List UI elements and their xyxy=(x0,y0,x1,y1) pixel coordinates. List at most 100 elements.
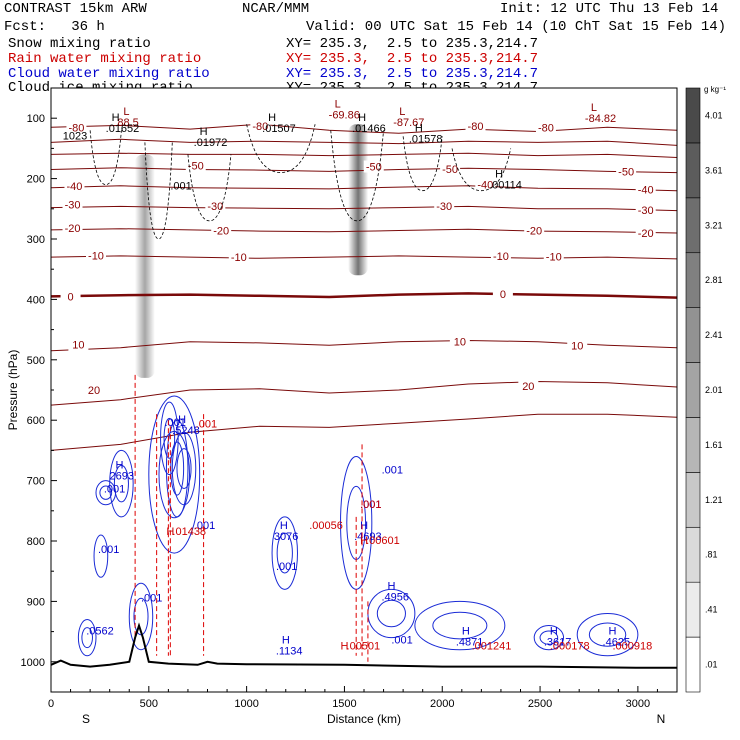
x-tick-label: 2500 xyxy=(528,698,552,710)
isotherm-label: -20 xyxy=(213,226,229,238)
colorbar-swatch xyxy=(685,362,701,418)
isotherm-label-bg xyxy=(250,120,271,133)
ice-extreme-marker: L xyxy=(123,106,129,118)
y-tick-label: 700 xyxy=(27,476,45,488)
cloud-water-label: .0562 xyxy=(86,626,114,638)
cloud-water-label: .001 xyxy=(104,484,125,496)
colorbar-swatch xyxy=(685,526,701,583)
rain-max-value: .01438 xyxy=(172,526,206,538)
cloud-water-contour xyxy=(77,619,97,657)
cloud-water-label: .001 xyxy=(141,592,162,604)
isotherm-label-bg xyxy=(492,287,513,300)
isotherm-label: -30 xyxy=(207,201,223,213)
cloud-water-contour xyxy=(414,600,506,651)
cloud-water-contour xyxy=(148,395,201,554)
isotherm-label: -50 xyxy=(188,160,204,172)
colorbar-unit: g kg⁻¹ xyxy=(704,85,726,94)
cloud-water-contour xyxy=(113,464,129,503)
isotherm-label-bg xyxy=(60,290,81,303)
isotherm-label-bg xyxy=(228,251,249,264)
isotherm-label: -80 xyxy=(252,121,268,133)
south-label: S xyxy=(82,712,90,726)
isotherm-label: 10 xyxy=(454,337,466,349)
ice-extreme-marker: L xyxy=(335,98,341,110)
ice-extreme-marker: H xyxy=(112,112,120,124)
isotherm-label: -10 xyxy=(231,252,247,264)
rain-max-marker: H xyxy=(341,641,349,653)
isotherm-label-bg xyxy=(64,179,85,192)
cloud-water-max-value: 3076 xyxy=(274,531,298,543)
x-axis-label: Distance (km) xyxy=(327,712,401,726)
isotherm-label: -50 xyxy=(366,162,382,174)
isotherm-label: 0 xyxy=(68,291,74,303)
field-name-rain: Rain water mixing ratio xyxy=(8,51,202,67)
ice-extreme-marker: H xyxy=(358,112,366,124)
isotherm-label-bg xyxy=(84,384,105,396)
x-tick-label: 1000 xyxy=(234,698,258,710)
isotherm-label-bg xyxy=(440,162,461,175)
y-tick-label: 300 xyxy=(27,234,45,246)
y-tick-label: 500 xyxy=(27,355,45,367)
cloud-water-max-marker: H xyxy=(387,580,395,592)
snow-column xyxy=(134,154,155,378)
colorbar-label: 2.81 xyxy=(705,275,723,285)
cloud-ice-contours: L88.5H.01652 H.01972H.01507H.01466L-69.86… xyxy=(63,98,616,240)
rain-label: .00056 xyxy=(309,520,343,532)
isotherm-label-bg xyxy=(635,226,656,239)
temperature-isotherm xyxy=(51,255,677,260)
cloud-water-max-marker: H xyxy=(462,626,470,638)
cloud-water-contour xyxy=(81,627,93,649)
colorbar-label: 2.41 xyxy=(705,330,723,340)
colorbar: .01 .41 .81 1.21 1.61 2.01 2.41 2.81 3.21 3.61 4.0… xyxy=(685,85,726,693)
cloud-ice-contour xyxy=(330,130,384,222)
isotherm-label: -50 xyxy=(618,166,634,178)
cloud-water-max-marker: H xyxy=(282,635,290,647)
cloud-ice-contour xyxy=(451,148,512,192)
cloud-water-label: .001 xyxy=(360,499,381,511)
isotherm-label: -30 xyxy=(436,201,452,213)
field-xy-rain: XY= 235.3, 2.5 to 235.3,214.7 xyxy=(286,51,539,67)
field-name-cloud-water: Cloud water mixing ratio xyxy=(8,66,210,82)
isotherm-label: -40 xyxy=(477,180,493,192)
cloud-water-contour xyxy=(165,419,189,518)
field-name-snow: Snow mixing ratio xyxy=(8,36,151,52)
cloud-water-max-value: .3617 xyxy=(544,637,572,649)
colorbar-label: .81 xyxy=(705,550,718,560)
isotherm-label-bg xyxy=(62,198,83,211)
cloud-water-contour xyxy=(160,401,179,476)
isotherm-label: 20 xyxy=(88,385,100,397)
colorbar-swatch xyxy=(685,472,701,528)
cloud-water-label: .001 xyxy=(382,464,403,476)
cloud-water-max-marker: H xyxy=(280,520,288,532)
isotherm-label-bg xyxy=(449,335,470,348)
isotherm-label-bg xyxy=(518,379,539,392)
cloud-water-contour xyxy=(271,516,298,590)
isotherm-label-bg xyxy=(543,250,564,263)
cloud-water-label: .001 xyxy=(194,520,215,532)
x-tick-label: 0 xyxy=(48,698,54,710)
rain-max-value: .00601 xyxy=(366,535,400,547)
ice-extreme-value: .001 xyxy=(170,180,191,192)
colorbar-label: 4.01 xyxy=(705,110,723,120)
rain-label: .000178 xyxy=(550,641,590,653)
cloud-ice-contour xyxy=(187,154,232,222)
colorbar-label: 1.21 xyxy=(705,495,723,505)
cloud-water-max-marker: H xyxy=(609,626,617,638)
cloud-water-contour xyxy=(176,448,192,489)
rain-label: .000918 xyxy=(612,641,652,653)
cloud-water-max-marker: H xyxy=(116,460,124,472)
ice-extreme-value: .01578 xyxy=(409,133,443,145)
colorbar-label: 1.61 xyxy=(705,440,723,450)
y-tick-label: 400 xyxy=(27,294,45,306)
cloud-water-max-marker: H xyxy=(550,626,558,638)
north-label: N xyxy=(657,712,666,726)
isotherm-label-bg xyxy=(635,183,656,196)
cloud-water-label: .001 xyxy=(164,417,185,429)
colorbar-swatch xyxy=(685,581,701,638)
rain-max-marker: H xyxy=(166,526,174,538)
colorbar-label: .41 xyxy=(705,605,718,615)
x-tick-label: 2000 xyxy=(430,698,454,710)
isotherm-label: -80 xyxy=(538,122,554,134)
